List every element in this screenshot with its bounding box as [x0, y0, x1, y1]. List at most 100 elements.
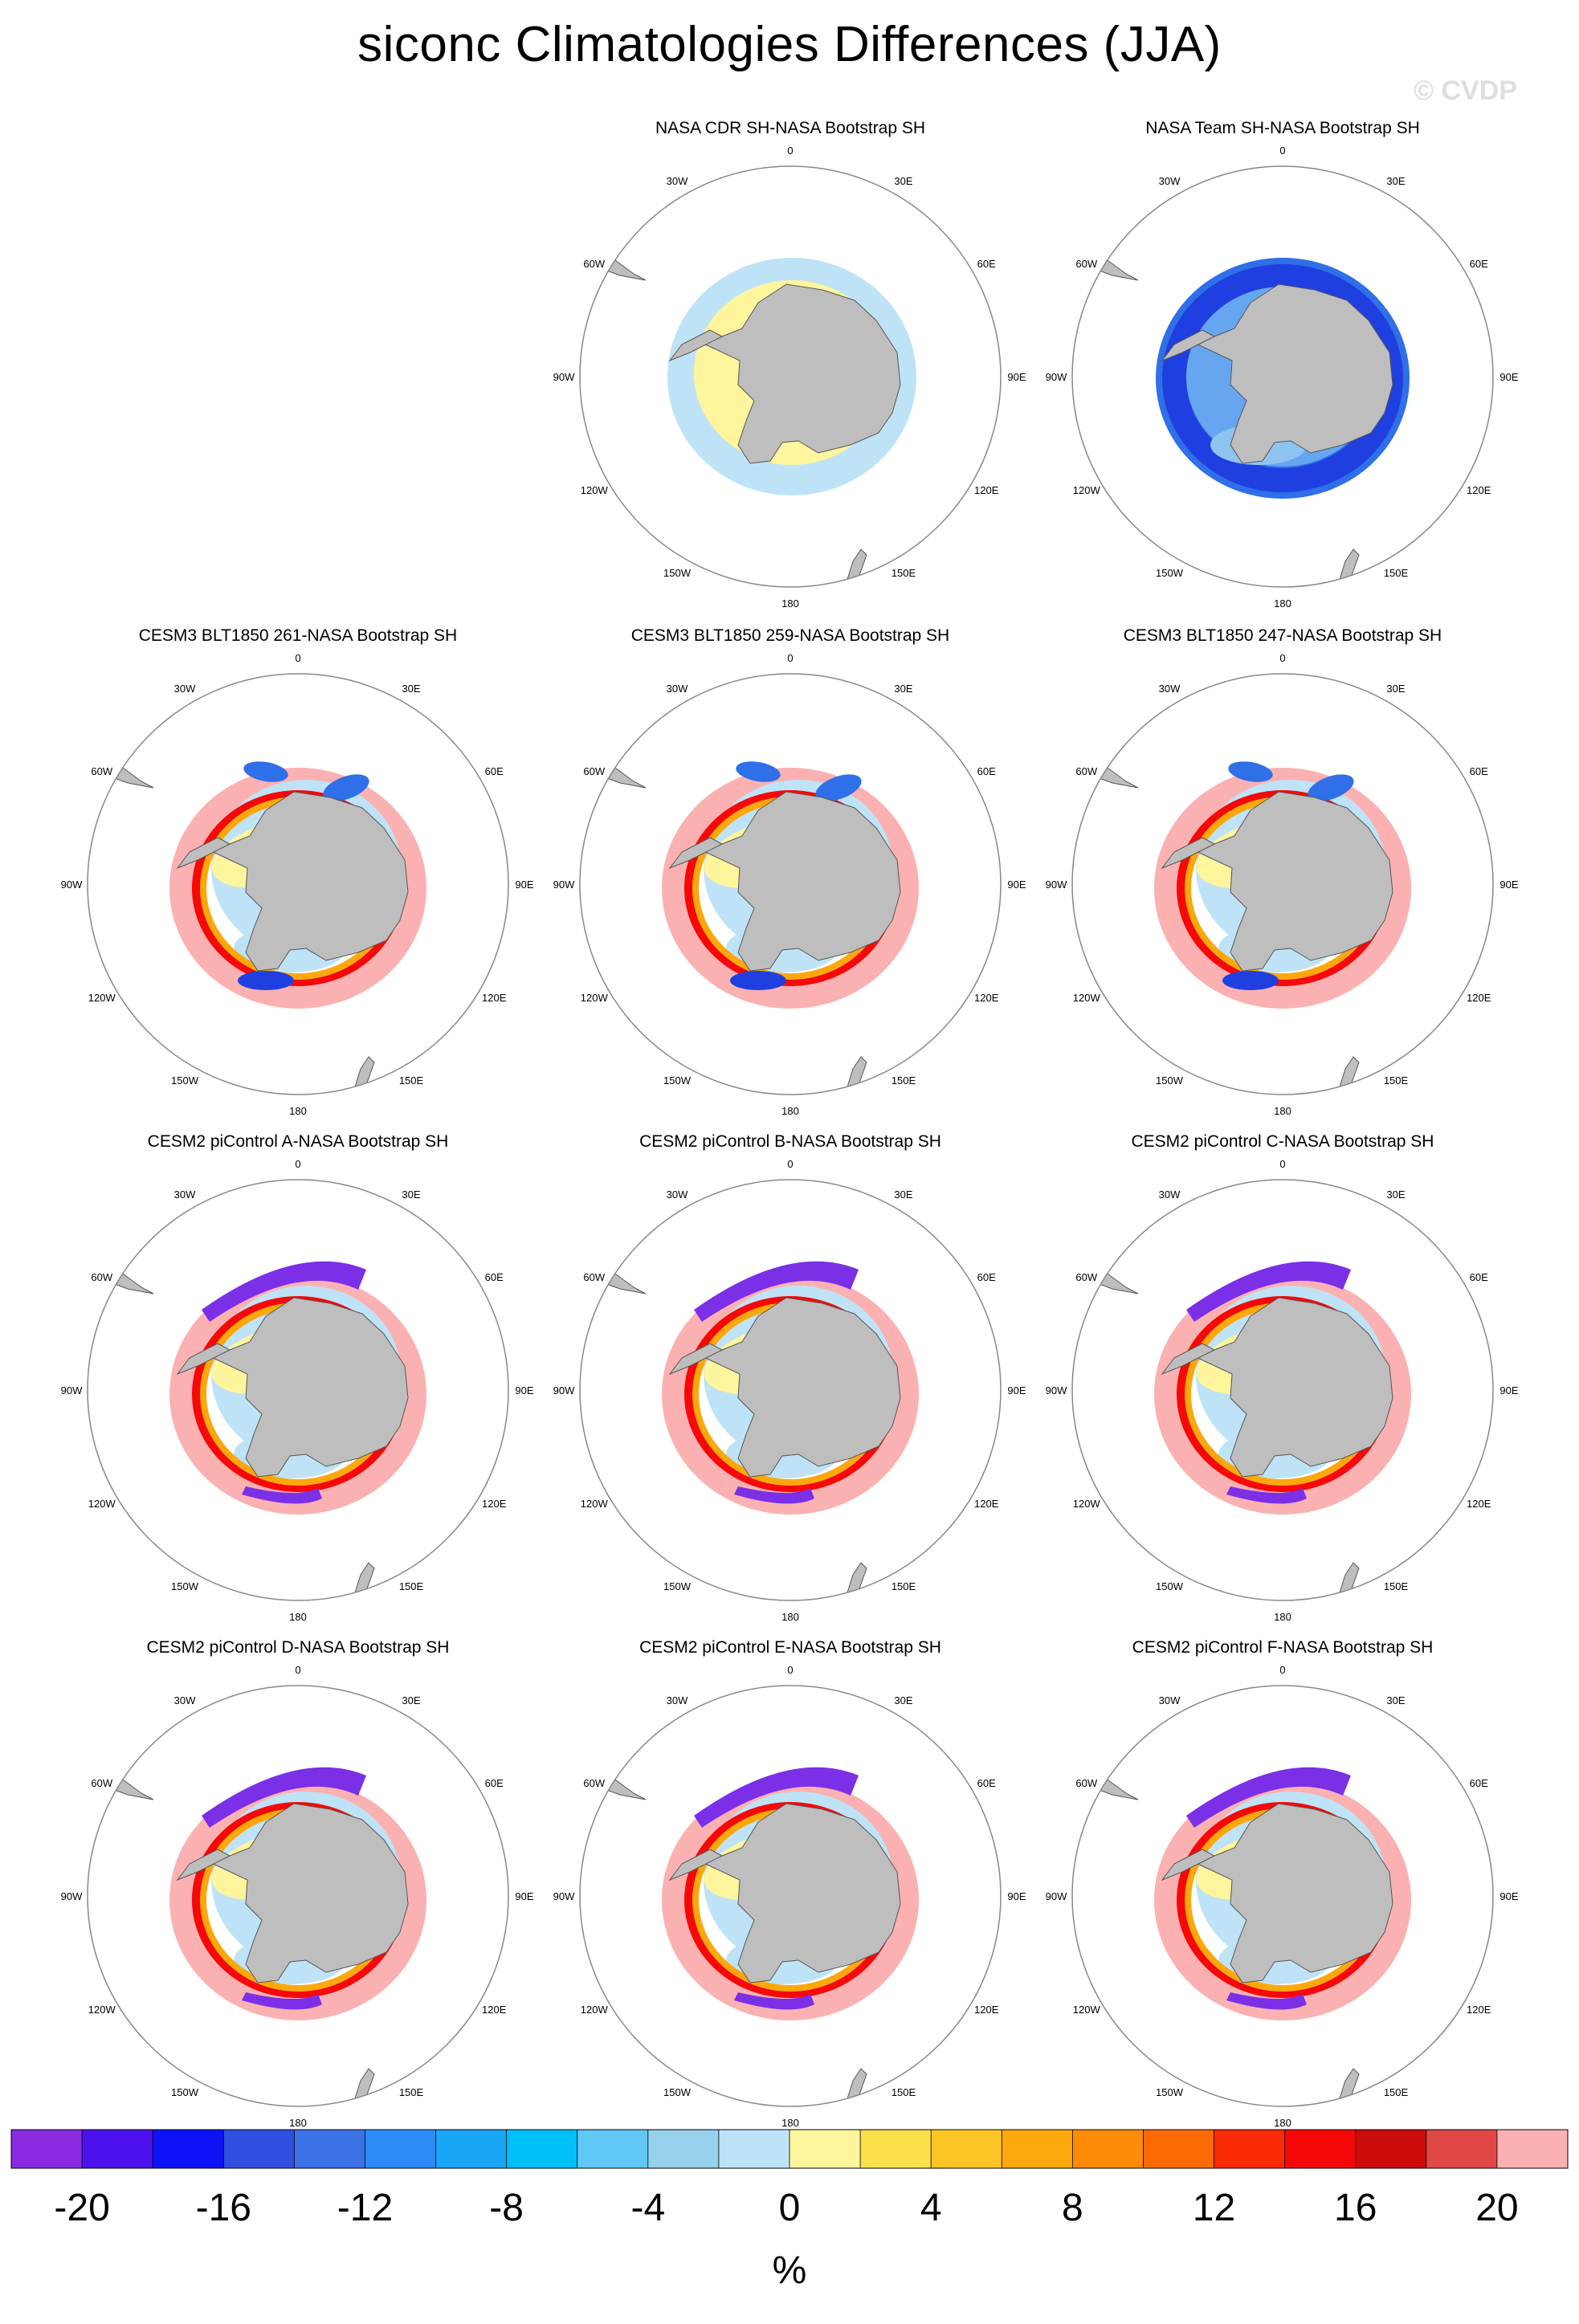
longitude-label: 60W [1075, 1777, 1097, 1789]
colorbar-swatch [1214, 2130, 1286, 2168]
polar-map: 0 30E 60E 90E 120E 150E 180 150W 120W 90W 60W 30W [61, 652, 534, 1117]
longitude-label: 150W [171, 1074, 199, 1087]
south-america-landmass [1072, 1244, 1139, 1295]
longitude-label: 120E [1467, 1498, 1491, 1510]
longitude-label: 180 [781, 1105, 799, 1117]
colorbar-tick-label: -20 [54, 2187, 110, 2229]
longitude-label: 60W [91, 1271, 112, 1283]
figure-title: siconc Climatologies Differences (JJA) [357, 17, 1222, 72]
longitude-label: 60E [977, 1777, 996, 1789]
map-panel: NASA Team SH-NASA Bootstrap SH 0 30E 60E 90E… [1036, 119, 1529, 617]
sea-ice-deficit-patch [238, 971, 294, 990]
new-zealand-landmass [352, 1056, 375, 1095]
longitude-label: 120W [88, 2004, 116, 2016]
panel-title: CESM3 BLT1850 261-NASA Bootstrap SH [138, 626, 458, 645]
antarctic-peninsula [668, 329, 724, 362]
longitude-label: 150W [1156, 1580, 1184, 1592]
antarctica-landmass [1193, 283, 1393, 464]
panel-title: CESM3 BLT1850 259-NASA Bootstrap SH [630, 626, 950, 645]
longitude-label: 150E [1384, 567, 1409, 579]
panel-title: NASA Team SH-NASA Bootstrap SH [1145, 119, 1420, 137]
longitude-label: 90W [553, 371, 575, 383]
longitude-label: 150E [892, 567, 916, 579]
south-america-landmass [580, 738, 647, 789]
colorbar-swatch [931, 2130, 1002, 2168]
longitude-label: 0 [295, 1664, 300, 1676]
longitude-label: 120W [581, 484, 609, 496]
antarctica-landmass [208, 1297, 409, 1478]
longitude-label: 30W [1159, 175, 1181, 187]
longitude-label: 90E [515, 1384, 533, 1396]
longitude-label: 180 [289, 1611, 307, 1623]
map-panel: CESM3 BLT1850 261-NASA Bootstrap SH 0 30E 6… [51, 626, 545, 1124]
longitude-label: 150E [892, 1580, 916, 1592]
longitude-label: 150W [663, 567, 692, 579]
colorbar-unit: % [772, 2249, 807, 2292]
antarctic-peninsula [1161, 1849, 1216, 1882]
new-zealand-landmass [1336, 2068, 1360, 2106]
sea-ice-deficit-patch [730, 971, 786, 990]
longitude-label: 90W [1046, 879, 1067, 891]
polar-map: 0 30E 60E 90E 120E 150E 180 150W 120W 90W 60W 30W [1046, 145, 1519, 610]
longitude-label: 30E [894, 1189, 912, 1201]
longitude-label: 30E [402, 1694, 420, 1706]
longitude-label: 30W [174, 683, 196, 695]
longitude-label: 180 [1274, 2117, 1291, 2129]
longitude-label: 120W [581, 1498, 609, 1510]
longitude-label: 150E [1384, 1074, 1409, 1087]
longitude-label: 150W [663, 1074, 692, 1087]
colorbar-swatch [11, 2130, 83, 2168]
longitude-label: 150W [171, 2086, 199, 2098]
south-america-landmass [1072, 1750, 1139, 1800]
longitude-label: 120W [581, 992, 609, 1004]
map-panel: CESM2 piControl D-NASA Bootstrap SH 0 30E 6… [51, 1638, 545, 2136]
polar-map: 0 30E 60E 90E 120E 150E 180 150W 120W 90W 60W 30W [1046, 652, 1519, 1117]
sea-ice-deficit-arc [1186, 1261, 1351, 1322]
map-panel: CESM2 piControl F-NASA Bootstrap SH 0 30E 6… [1036, 1638, 1529, 2136]
longitude-label: 90E [515, 1890, 533, 1902]
longitude-label: 90W [553, 879, 575, 891]
longitude-label: 30E [1386, 175, 1405, 187]
colorbar [10, 2129, 1569, 2169]
map-boundary [1071, 673, 1494, 1095]
longitude-label: 90E [1499, 371, 1518, 383]
sea-ice-deficit-arc [1226, 1486, 1307, 1504]
new-zealand-landmass [844, 548, 867, 587]
sea-ice-deficit-arc [694, 1767, 859, 1828]
antarctic-peninsula [1161, 329, 1216, 362]
sea-ice-deficit-arc [242, 1486, 322, 1504]
sea-ice-deficit-arc [202, 1261, 366, 1322]
colorbar-swatch [365, 2130, 437, 2168]
longitude-label: 60W [91, 765, 112, 777]
panel-title: CESM2 piControl A-NASA Bootstrap SH [147, 1132, 449, 1151]
longitude-label: 120E [482, 2004, 507, 2016]
longitude-label: 90W [61, 1384, 83, 1396]
colorbar-swatch [718, 2130, 790, 2168]
antarctica-landmass [700, 1803, 901, 1984]
longitude-label: 60W [583, 258, 605, 270]
longitude-label: 60W [1075, 765, 1097, 777]
south-america-landmass [580, 1244, 647, 1295]
longitude-label: 120W [88, 992, 116, 1004]
longitude-label: 90E [1499, 1890, 1518, 1902]
south-america-landmass [88, 1244, 154, 1295]
new-zealand-landmass [352, 1562, 375, 1600]
longitude-label: 120E [974, 1498, 999, 1510]
new-zealand-landmass [352, 2068, 375, 2106]
map-boundary [87, 673, 509, 1095]
longitude-label: 150W [1156, 1074, 1184, 1087]
longitude-label: 120E [974, 484, 999, 496]
longitude-label: 30E [894, 683, 912, 695]
longitude-label: 0 [1279, 652, 1285, 664]
longitude-label: 120E [974, 2004, 999, 2016]
longitude-label: 120E [482, 1498, 507, 1510]
longitude-label: 60E [1470, 765, 1488, 777]
longitude-label: 90W [1046, 1384, 1067, 1396]
polar-map: 0 30E 60E 90E 120E 150E 180 150W 120W 90W 60W 30W [61, 1664, 534, 2129]
longitude-label: 90W [553, 1890, 575, 1902]
colorbar-tick-label: 12 [1192, 2187, 1236, 2229]
longitude-label: 150E [1384, 1580, 1409, 1592]
longitude-label: 180 [1274, 597, 1291, 610]
colorbar-swatch [294, 2130, 365, 2168]
antarctica-landmass [700, 791, 901, 972]
